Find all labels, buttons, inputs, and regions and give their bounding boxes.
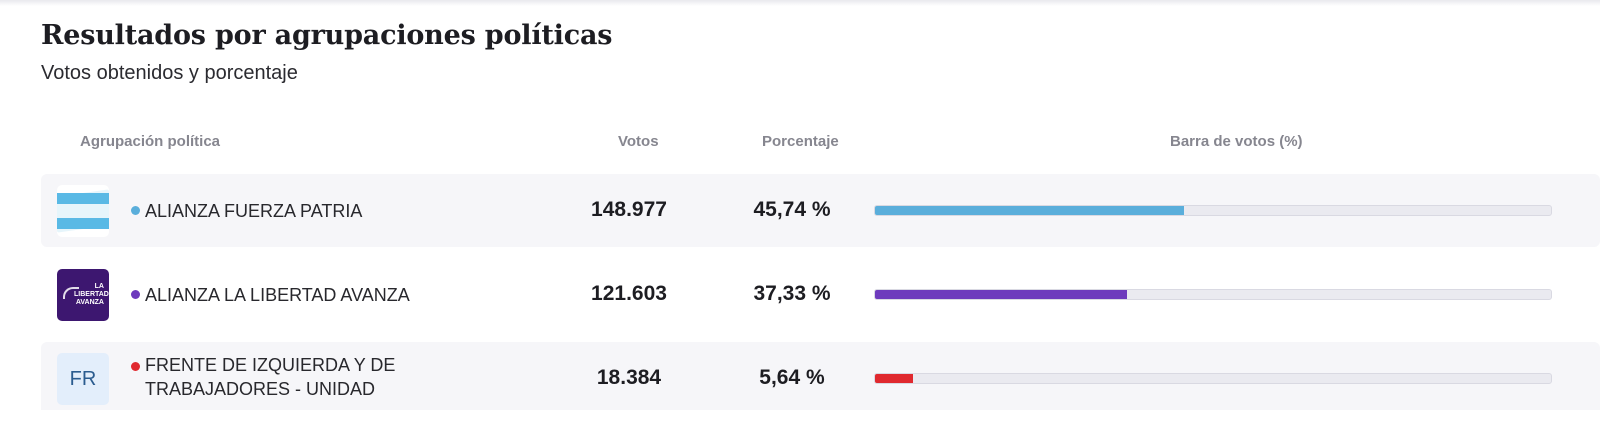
- vote-bar: [874, 373, 1552, 384]
- percentage-value: 45,74 %: [753, 198, 831, 221]
- results-table: ALIANZA FUERZA PATRIA 148.977 45,74 % LA…: [41, 174, 1600, 410]
- party-name: ALIANZA LA LIBERTAD AVANZA: [145, 285, 410, 305]
- party-color-dot: [131, 362, 140, 371]
- party-color-dot: [131, 206, 140, 215]
- page-title: Resultados por agrupaciones políticas: [41, 20, 613, 51]
- party-name: ALIANZA FUERZA PATRIA: [145, 201, 363, 221]
- votes-value: 148.977: [591, 198, 667, 221]
- vote-bar: [874, 289, 1552, 300]
- votes-value: 18.384: [596, 366, 662, 389]
- percentage-value: 5,64 %: [759, 366, 825, 389]
- votes-value: 121.603: [591, 282, 667, 305]
- page-subtitle: Votos obtenidos y porcentaje: [41, 62, 298, 84]
- vote-bar-fill: [875, 374, 914, 383]
- vote-bar-fill: [875, 206, 1185, 215]
- percentage-value: 37,33 %: [753, 282, 831, 305]
- vote-bar: [874, 205, 1552, 216]
- column-header-votes: Votos: [618, 133, 659, 150]
- vote-bar-fill: [875, 290, 1128, 299]
- table-row: FR FRENTE DE IZQUIERDA Y DE TRABAJADORES…: [41, 342, 1600, 410]
- initials-badge: FR: [57, 353, 109, 405]
- argentina-flag-icon: [57, 185, 109, 237]
- party-color-dot: [131, 290, 140, 299]
- la-libertad-avanza-logo: LA LIBERTAD AVANZA: [57, 269, 109, 321]
- table-row: LA LIBERTAD AVANZA ALIANZA LA LIBERTAD A…: [41, 258, 1600, 331]
- column-header-bar: Barra de votos (%): [1170, 133, 1303, 150]
- top-shadow: [0, 0, 1600, 6]
- column-header-party: Agrupación política: [80, 133, 221, 150]
- party-name: FRENTE DE IZQUIERDA Y DE TRABAJADORES - …: [145, 355, 396, 399]
- column-header-percentage: Porcentaje: [762, 133, 839, 150]
- table-row: ALIANZA FUERZA PATRIA 148.977 45,74 %: [41, 174, 1600, 247]
